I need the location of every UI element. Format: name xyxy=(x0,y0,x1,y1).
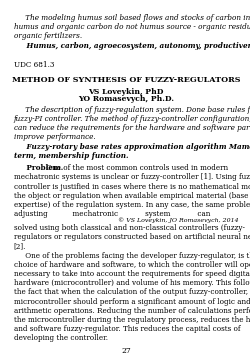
Text: necessary to take into account the requirements for speed digital: necessary to take into account the requi… xyxy=(14,270,250,278)
Text: the object or regulation when available empirical material (base of: the object or regulation when available … xyxy=(14,192,250,200)
Text: YO Romasevych, Ph.D.: YO Romasevych, Ph.D. xyxy=(78,95,174,103)
Text: One of the most common controls used in modern: One of the most common controls used in … xyxy=(44,164,228,172)
Text: One of the problems facing the developer fuzzy-regulator, is the: One of the problems facing the developer… xyxy=(14,252,250,260)
Text: adjusting           mechatronic            system            can: adjusting mechatronic system can xyxy=(14,210,210,218)
Text: choice of hardware and software, to which the controller will operate. It is: choice of hardware and software, to whic… xyxy=(14,261,250,269)
Text: The description of fuzzy-regulation system. Done base rules for: The description of fuzzy-regulation syst… xyxy=(14,106,250,114)
Text: UDC 681.3: UDC 681.3 xyxy=(14,61,54,70)
Text: improve performance.: improve performance. xyxy=(14,133,96,142)
Text: the fact that when the calculation of the output fuzzy-controller,: the fact that when the calculation of th… xyxy=(14,288,248,297)
Text: 27: 27 xyxy=(122,347,131,353)
Text: mechatronic systems is unclear or fuzzy-controller [1]. Using fuzzy-: mechatronic systems is unclear or fuzzy-… xyxy=(14,173,250,181)
Text: Fuzzy-rotary base rates approximation algorithm Mamdani,: Fuzzy-rotary base rates approximation al… xyxy=(14,143,250,151)
Text: [2].: [2]. xyxy=(14,243,26,251)
Text: arithmetic operations. Reducing the number of calculations performed by: arithmetic operations. Reducing the numb… xyxy=(14,307,250,315)
Text: METHOD OF SYNTHESIS OF FUZZY-REGULATORS: METHOD OF SYNTHESIS OF FUZZY-REGULATORS xyxy=(12,76,240,84)
Text: The modeling humus soil based flows and stocks of carbon in soil: The modeling humus soil based flows and … xyxy=(14,14,250,22)
Text: term, membership function.: term, membership function. xyxy=(14,152,128,160)
Text: organic fertilizers.: organic fertilizers. xyxy=(14,32,82,41)
Text: the microcontroller during the regulatory process, reduces the hardware: the microcontroller during the regulator… xyxy=(14,316,250,324)
Text: Humus, carbon, agroecosystem, autonomy, productiveness.: Humus, carbon, agroecosystem, autonomy, … xyxy=(14,42,250,50)
Text: © VS Loveykin, JO Romasevych, 2014: © VS Loveykin, JO Romasevych, 2014 xyxy=(118,217,239,223)
Text: hardware (microcontroller) and volume of his memory. This follows from: hardware (microcontroller) and volume of… xyxy=(14,279,250,287)
Text: microcontroller should perform a significant amount of logic and: microcontroller should perform a signifi… xyxy=(14,298,250,306)
Text: humus and organic carbon do not humus source - organic residues and: humus and organic carbon do not humus so… xyxy=(14,23,250,31)
Text: regulators or regulators constructed based on artificial neural networks): regulators or regulators constructed bas… xyxy=(14,233,250,241)
Text: developing the controller.: developing the controller. xyxy=(14,334,108,342)
Text: expertise) of the regulation system. In any case, the same problem: expertise) of the regulation system. In … xyxy=(14,201,250,209)
Text: VS Loveykin, PhD: VS Loveykin, PhD xyxy=(88,88,164,96)
Text: fuzzy-PI controller. The method of fuzzy-controller configuration, which: fuzzy-PI controller. The method of fuzzy… xyxy=(14,115,250,123)
Text: and software fuzzy-regulator. This reduces the capital costs of: and software fuzzy-regulator. This reduc… xyxy=(14,325,240,333)
Text: can reduce the requirements for the hardware and software parts and: can reduce the requirements for the hard… xyxy=(14,124,250,132)
Text: controller is justified in cases where there is no mathematical model of: controller is justified in cases where t… xyxy=(14,183,250,191)
Text: solved using both classical and non-classical controllers (fuzzy-: solved using both classical and non-clas… xyxy=(14,224,245,232)
Text: Problem.: Problem. xyxy=(14,164,63,172)
